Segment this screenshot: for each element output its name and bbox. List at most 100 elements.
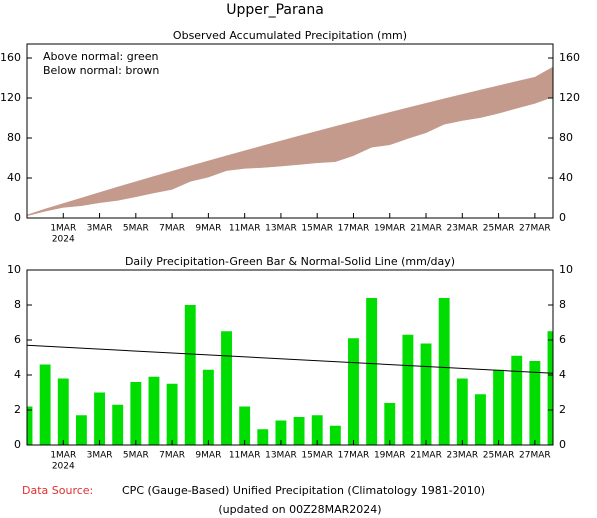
y-tick-label: 8 (14, 298, 21, 311)
x-tick-label: 21MAR (410, 224, 442, 234)
x-tick-label: 27MAR (519, 451, 551, 461)
x-tick-label: 7MAR (159, 224, 185, 234)
area-segment (189, 160, 209, 182)
x-tick-label: 17MAR (338, 451, 370, 461)
area-segment (63, 197, 82, 208)
area-segment (280, 135, 300, 167)
x-tick-label: 27MAR (519, 224, 551, 234)
bar (112, 404, 124, 445)
area-segment (27, 208, 46, 217)
x-tick-label: 19MAR (374, 451, 406, 461)
bar (456, 378, 468, 445)
x-tick-label: 13MAR (265, 451, 297, 461)
area-segment (117, 181, 137, 201)
panel-title: Daily Precipitation-Green Bar & Normal-S… (125, 255, 455, 268)
bar (184, 305, 196, 445)
y-tick-label: 0 (559, 211, 566, 224)
page-title: Upper_Parana (226, 2, 324, 18)
x-tick-label: 15MAR (301, 224, 333, 234)
x-tick-label: 1MAR (50, 224, 76, 234)
bar (148, 376, 160, 445)
y-tick-label: 4 (559, 368, 566, 381)
x-tick-label: 13MAR (265, 224, 297, 234)
x-tick-label: 5MAR (123, 224, 149, 234)
area-segment (371, 112, 391, 148)
updated: (updated on 00Z28MAR2024) (218, 503, 381, 516)
bar (221, 331, 232, 445)
bar (27, 406, 33, 445)
bar (130, 382, 142, 445)
y-tick-label: 80 (7, 131, 21, 144)
plot-area (27, 298, 553, 445)
x-tick-label: 17MAR (338, 224, 370, 234)
bar (75, 415, 87, 445)
y-tick-label: 120 (559, 91, 580, 104)
bar (293, 417, 305, 445)
area-segment (443, 94, 463, 125)
x-tick-label: 25MAR (483, 224, 515, 234)
annotation: Above normal: green (43, 50, 159, 63)
x-tick-label: 7MAR (159, 451, 185, 461)
x-tick-label: 23MAR (446, 451, 478, 461)
y-tick-label: 0 (14, 211, 21, 224)
x-tick-label: 25MAR (483, 451, 515, 461)
y-tick-label: 2 (14, 403, 21, 416)
bar (94, 392, 105, 445)
bar (275, 420, 287, 445)
y-tick-label: 160 (559, 51, 580, 64)
x-tick-label: 23MAR (446, 224, 478, 234)
y-tick-label: 6 (559, 333, 566, 346)
frame (26, 269, 554, 446)
y-tick-label: 8 (559, 298, 566, 311)
area-segment (81, 192, 100, 206)
area-segment (135, 176, 155, 198)
bar (402, 334, 414, 445)
source-label: Data Source: (22, 484, 93, 497)
bar (166, 383, 178, 445)
normal-line (27, 344, 553, 374)
bar (329, 425, 341, 445)
bar (384, 403, 396, 445)
panel-title: Observed Accumulated Precipitation (mm) (173, 29, 407, 42)
y-tick-label: 0 (14, 438, 21, 451)
frame (26, 43, 554, 219)
y-tick-label: 160 (0, 51, 21, 64)
area-segment (316, 126, 336, 164)
x-tick-label: 5MAR (123, 451, 149, 461)
area-segment (462, 89, 481, 121)
bar (529, 361, 541, 445)
y-tick-label: 120 (0, 91, 21, 104)
area-segment (407, 102, 427, 139)
area-segment (244, 145, 264, 169)
area-segment (153, 170, 173, 194)
area-segment (208, 155, 227, 178)
y-tick-label: 40 (559, 171, 573, 184)
bar (257, 429, 269, 445)
x-tick-label: 15MAR (301, 451, 333, 461)
y-tick-label: 80 (559, 131, 573, 144)
bar (493, 369, 505, 445)
source: CPC (Gauge-Based) Unified Precipitation … (122, 484, 485, 497)
y-tick-label: 2 (559, 403, 566, 416)
area-segment (534, 66, 553, 104)
x-tick-label: 11MAR (229, 224, 261, 234)
area-segment (516, 76, 536, 109)
x-tick-label: 21MAR (410, 451, 442, 461)
y-tick-label: 4 (14, 368, 21, 381)
y-tick-label: 10 (559, 263, 573, 276)
area-segment (480, 85, 499, 118)
x-tick-label: 3MAR (87, 451, 113, 461)
area-segment (353, 116, 372, 156)
bar (239, 406, 251, 445)
area-segment (226, 150, 245, 171)
x-tick-label: 19MAR (374, 224, 406, 234)
x-tick-label: 9MAR (195, 451, 221, 461)
area-segment (262, 140, 282, 168)
x-tick-label: 11MAR (229, 451, 261, 461)
y-tick-label: 0 (559, 438, 566, 451)
bar (366, 298, 378, 445)
bar (420, 343, 432, 445)
y-tick-label: 10 (7, 263, 21, 276)
bar (438, 298, 450, 445)
